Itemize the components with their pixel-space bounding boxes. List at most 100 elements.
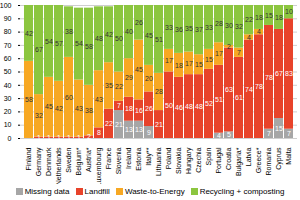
svg-text:40: 40 [4, 82, 12, 89]
svg-text:Slovakia: Slovakia [175, 147, 182, 174]
svg-text:33: 33 [205, 24, 213, 31]
svg-text:Lithuania: Lithuania [155, 147, 162, 176]
svg-text:Latvia: Latvia [245, 147, 252, 166]
svg-text:15: 15 [205, 56, 213, 63]
svg-text:40: 40 [125, 28, 133, 35]
svg-text:22: 22 [105, 120, 113, 127]
svg-text:10: 10 [285, 8, 293, 15]
svg-text:54: 54 [75, 40, 83, 47]
svg-text:48: 48 [95, 35, 103, 42]
svg-text:21: 21 [155, 121, 163, 128]
svg-text:17: 17 [165, 57, 173, 64]
svg-text:30: 30 [4, 95, 12, 102]
svg-text:61: 61 [235, 94, 243, 101]
svg-text:78: 78 [265, 74, 273, 81]
svg-text:74: 74 [245, 86, 253, 93]
svg-text:90: 90 [4, 15, 12, 22]
svg-text:Hungary: Hungary [185, 147, 193, 174]
svg-text:50: 50 [115, 35, 123, 42]
svg-text:13: 13 [135, 126, 143, 133]
svg-text:63: 63 [225, 86, 233, 93]
svg-text:Greece*: Greece* [255, 147, 262, 173]
svg-text:Ireland: Ireland [125, 147, 132, 169]
svg-text:Belgium*: Belgium* [75, 147, 83, 175]
svg-text:8: 8 [97, 129, 101, 136]
svg-text:1: 1 [57, 134, 61, 141]
svg-text:33: 33 [165, 24, 173, 31]
svg-text:78: 78 [255, 83, 263, 90]
svg-text:26: 26 [135, 19, 143, 26]
svg-text:Estonia: Estonia [135, 147, 142, 170]
svg-text:58: 58 [25, 96, 33, 103]
svg-text:1: 1 [47, 134, 51, 141]
svg-text:15: 15 [265, 12, 273, 19]
svg-text:22: 22 [115, 83, 123, 90]
svg-text:18: 18 [275, 14, 283, 21]
svg-text:45: 45 [135, 66, 143, 73]
svg-text:51: 51 [155, 36, 163, 43]
svg-text:35: 35 [105, 82, 113, 89]
svg-text:17: 17 [185, 60, 193, 67]
svg-text:18: 18 [125, 105, 133, 112]
svg-text:Portugal: Portugal [215, 147, 223, 174]
svg-text:70: 70 [4, 42, 12, 49]
svg-text:45: 45 [145, 32, 153, 39]
svg-text:7: 7 [267, 130, 271, 137]
svg-text:32: 32 [35, 112, 43, 119]
svg-text:20: 20 [4, 108, 12, 115]
svg-text:21: 21 [115, 121, 123, 128]
svg-text:7: 7 [237, 49, 241, 56]
svg-text:1: 1 [67, 134, 71, 141]
svg-text:7: 7 [287, 130, 291, 137]
svg-text:36: 36 [175, 26, 183, 33]
svg-text:4: 4 [257, 28, 261, 35]
svg-text:Netherlands: Netherlands [55, 147, 62, 184]
svg-text:2: 2 [87, 133, 91, 140]
svg-text:58: 58 [85, 43, 93, 50]
svg-text:15: 15 [275, 125, 283, 132]
svg-text:43: 43 [95, 96, 103, 103]
svg-text:60: 60 [4, 55, 12, 62]
svg-text:52: 52 [205, 100, 213, 107]
svg-text:15: 15 [195, 61, 203, 68]
svg-text:9: 9 [147, 129, 151, 136]
svg-text:Luxembourg: Luxembourg [95, 147, 103, 184]
svg-text:Italy**: Italy** [145, 147, 153, 166]
svg-text:France: France [105, 147, 112, 169]
svg-text:Romania: Romania [265, 147, 272, 175]
svg-text:Spain: Spain [205, 147, 213, 165]
svg-text:20: 20 [145, 75, 153, 82]
svg-text:2: 2 [227, 43, 231, 50]
svg-text:48: 48 [185, 103, 193, 110]
svg-text:43: 43 [75, 105, 83, 112]
svg-text:Poland: Poland [165, 147, 172, 169]
svg-text:83: 83 [285, 70, 293, 77]
svg-text:13: 13 [125, 126, 133, 133]
svg-text:28: 28 [215, 20, 223, 27]
svg-text:Germany: Germany [35, 147, 43, 176]
svg-text:57: 57 [55, 40, 63, 47]
svg-text:50: 50 [165, 101, 173, 108]
svg-text:22: 22 [245, 16, 253, 23]
svg-text:Finland: Finland [25, 147, 32, 170]
svg-text:54: 54 [45, 38, 53, 45]
svg-text:Austria*: Austria* [85, 147, 92, 172]
svg-text:Bulgaria*: Bulgaria* [235, 147, 243, 176]
svg-text:10: 10 [4, 121, 12, 128]
svg-text:1: 1 [37, 134, 41, 141]
svg-text:29: 29 [125, 74, 133, 81]
svg-text:Slovenia: Slovenia [115, 147, 122, 174]
svg-text:51: 51 [215, 96, 223, 103]
svg-text:26: 26 [145, 105, 153, 112]
svg-text:Cyprus: Cyprus [275, 147, 283, 170]
svg-text:Czechia: Czechia [195, 147, 202, 172]
svg-text:45: 45 [45, 103, 53, 110]
svg-text:80: 80 [4, 28, 12, 35]
svg-text:35: 35 [185, 25, 193, 32]
svg-text:4: 4 [217, 132, 221, 139]
svg-text:0: 0 [8, 135, 12, 142]
svg-text:38: 38 [65, 28, 73, 35]
svg-text:Sweden: Sweden [65, 147, 72, 172]
svg-text:18: 18 [255, 14, 263, 21]
svg-text:17: 17 [215, 50, 223, 57]
